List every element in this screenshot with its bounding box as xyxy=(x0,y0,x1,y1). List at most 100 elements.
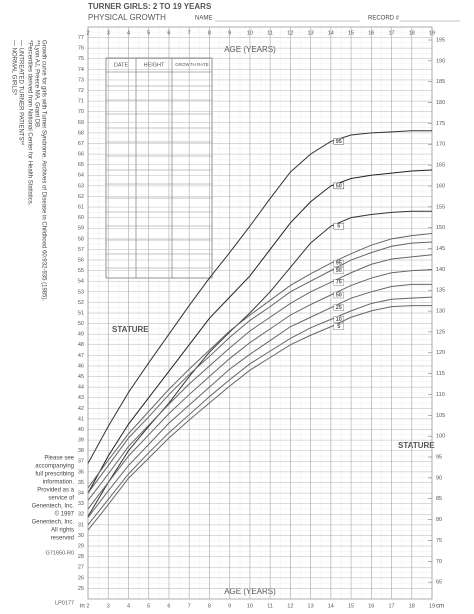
curve xyxy=(87,233,433,489)
curve-label-bg xyxy=(333,316,345,323)
y-tick-label: 32 xyxy=(78,512,84,518)
footer-line: © 1997 xyxy=(55,511,75,518)
code: LP0177 xyxy=(55,600,74,606)
curve-label: 10 xyxy=(336,317,342,323)
x-tick-label: 5 xyxy=(147,603,150,609)
footer-line: Genentech, Inc. xyxy=(32,520,75,526)
x-tick-label: 3 xyxy=(107,30,110,36)
y-tick-label: 73 xyxy=(78,77,84,83)
footer-line: Please see xyxy=(44,456,74,462)
curve-label-bg xyxy=(333,267,345,274)
x-tick-label: 19 xyxy=(429,603,435,609)
y2-tick-label: 125 xyxy=(436,329,445,335)
y2-tick-label: 95 xyxy=(436,454,442,460)
y-tick-label: 59 xyxy=(78,226,84,232)
y2-tick-label: 115 xyxy=(436,371,445,377)
y-tick-label: 40 xyxy=(78,427,84,433)
y2-tick-label: 80 xyxy=(436,517,442,523)
y-tick-label: 27 xyxy=(78,565,84,571)
y-tick-label: 53 xyxy=(78,289,84,295)
y-tick-label: 67 xyxy=(78,141,84,147)
y-tick-label: 74 xyxy=(78,67,84,73)
chart-subtitle: PHYSICAL GROWTH xyxy=(88,13,166,22)
y2-tick-label: 120 xyxy=(436,350,445,356)
y2-tick-label: 195 xyxy=(436,37,445,43)
y2-tick-label: 150 xyxy=(436,225,445,231)
left-unit: in xyxy=(80,604,85,610)
x-tick-label: 3 xyxy=(107,603,110,609)
x-tick-label: 8 xyxy=(208,603,211,609)
y-tick-label: 76 xyxy=(78,46,84,52)
y-tick-label: 60 xyxy=(78,215,84,221)
curve-label: 95 xyxy=(336,139,342,145)
curve-label-bg xyxy=(333,304,345,311)
y-tick-label: 72 xyxy=(78,88,84,94)
curve xyxy=(87,169,433,494)
curve xyxy=(87,254,433,501)
curve-label-bg xyxy=(333,291,345,299)
y-tick-label: 63 xyxy=(78,183,84,189)
record-label: RECORD # xyxy=(368,16,400,22)
y-tick-label: 55 xyxy=(78,268,84,274)
curve xyxy=(87,241,433,494)
x-tick-label: 12 xyxy=(287,603,293,609)
y-tick-label: 34 xyxy=(78,491,84,497)
y2-tick-label: 175 xyxy=(436,121,445,127)
x-tick-label: 4 xyxy=(127,30,130,36)
y-tick-label: 69 xyxy=(78,120,84,126)
name-label: NAME xyxy=(195,16,212,22)
y-tick-label: 37 xyxy=(78,459,84,465)
y-tick-label: 28 xyxy=(78,554,84,560)
x-tick-label: 13 xyxy=(308,30,314,36)
curve xyxy=(87,296,433,526)
x-tick-label: 15 xyxy=(348,603,354,609)
curve-label-bg xyxy=(333,182,345,190)
footer-line: information. xyxy=(43,480,75,486)
y2-tick-label: 155 xyxy=(436,204,445,210)
y2-tick-label: 90 xyxy=(436,475,442,481)
curve-label: 50 xyxy=(336,183,342,189)
y-tick-label: 64 xyxy=(78,173,84,179)
y-tick-label: 66 xyxy=(78,152,84,158)
x-tick-label: 17 xyxy=(388,603,394,609)
y-tick-label: 25 xyxy=(78,586,84,592)
curve-label: 25 xyxy=(336,305,342,311)
y-tick-label: 75 xyxy=(78,56,84,62)
x-tick-label: 16 xyxy=(368,30,374,36)
y-tick-label: 77 xyxy=(78,35,84,41)
legend-entry: — NORMAL GIRLS* xyxy=(10,40,16,96)
x-tick-label: 10 xyxy=(247,603,253,609)
footer-line: All rights xyxy=(51,528,74,534)
y-tick-label: 39 xyxy=(78,438,84,444)
footer-line: Provided as a xyxy=(37,488,74,494)
x-tick-label: 17 xyxy=(388,30,394,36)
curve-label: 5 xyxy=(337,324,340,330)
y2-tick-label: 85 xyxy=(436,496,442,502)
y2-tick-label: 105 xyxy=(436,413,445,419)
x-tick-label: 14 xyxy=(328,30,334,36)
y-tick-label: 41 xyxy=(78,416,84,422)
x-tick-label: 7 xyxy=(188,30,191,36)
x-tick-label: 6 xyxy=(167,30,170,36)
y-tick-label: 44 xyxy=(78,385,84,391)
curve-label: 95 xyxy=(336,261,342,267)
curve-label: 75 xyxy=(336,280,342,286)
y-tick-label: 43 xyxy=(78,395,84,401)
y-tick-label: 54 xyxy=(78,279,84,285)
curve-label: 50 xyxy=(336,292,342,298)
curve xyxy=(87,269,433,510)
y-tick-label: 48 xyxy=(78,342,84,348)
table-header: GROWTH RATE xyxy=(175,62,208,67)
x-tick-label: 2 xyxy=(86,30,89,36)
y2-tick-label: 140 xyxy=(436,267,445,273)
y-tick-label: 38 xyxy=(78,448,84,454)
x-tick-label: 5 xyxy=(147,30,150,36)
y-tick-label: 68 xyxy=(78,130,84,136)
x-tick-label: 9 xyxy=(228,603,231,609)
x-tick-label: 6 xyxy=(167,603,170,609)
y-tick-label: 30 xyxy=(78,533,84,539)
y-tick-label: 70 xyxy=(78,109,84,115)
curve-label: 5 xyxy=(337,224,340,230)
y-tick-label: 31 xyxy=(78,522,84,528)
curve xyxy=(87,305,432,531)
